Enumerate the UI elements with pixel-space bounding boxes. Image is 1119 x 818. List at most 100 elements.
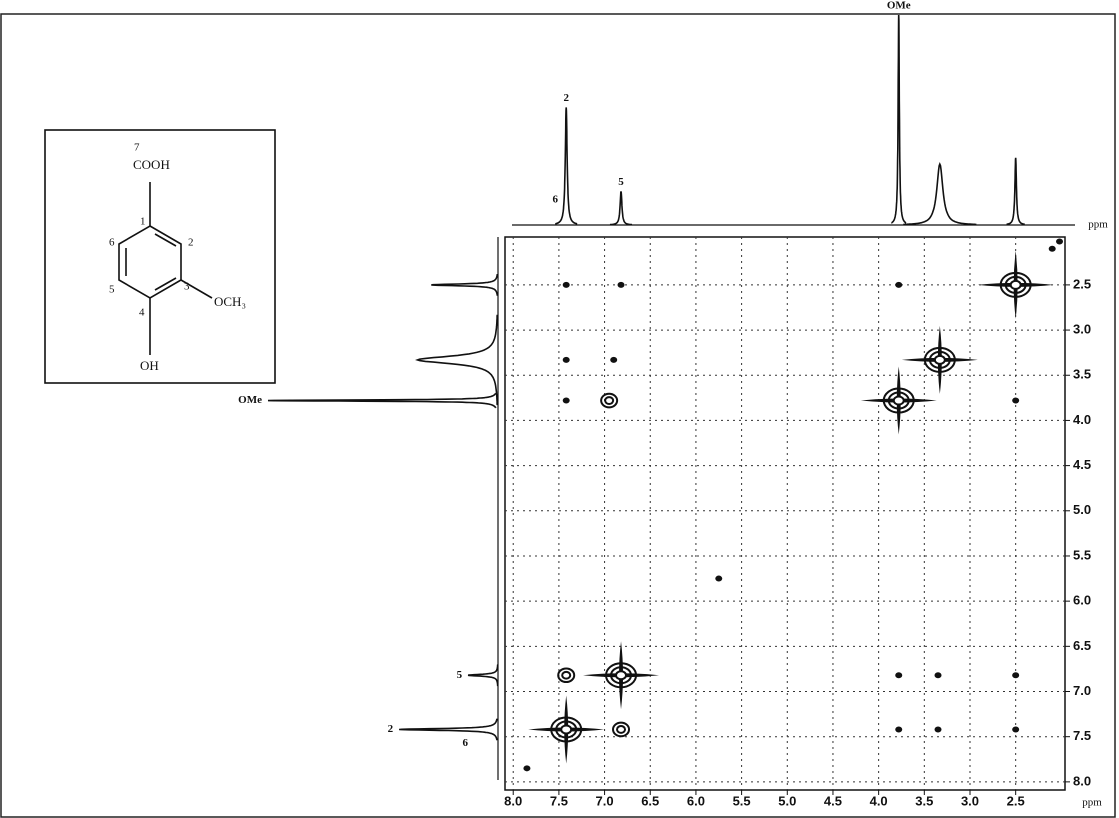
x-tick-label: 4.5 [824,793,842,808]
y-tick-label: 3.5 [1073,367,1091,382]
cross-peak [1048,245,1056,252]
y-tick-label: 4.5 [1073,457,1091,472]
contour [1004,275,1027,294]
cross-peak [1012,397,1020,404]
group-label: COOH [133,157,170,172]
contour [1012,672,1020,679]
plot: 8.0 7.5 7.0 6.5 6.0 5.5 5.0 4.5 4.0 3.5 3.0 2.5 ppm 2… [238,0,1108,809]
y-tick-label: 6.5 [1073,638,1091,653]
cross-arm [583,641,660,710]
top-axis-label: ppm [1088,219,1108,231]
contour [550,716,583,743]
cross-peak [562,356,570,363]
plot-frame [504,236,1066,791]
y-tick-label: 4.0 [1073,412,1091,427]
x-axis-label: ppm [1082,797,1102,809]
x-tick-label: 6.5 [641,793,659,808]
contour [562,356,570,363]
top-peak [1006,157,1025,226]
cross-peak [562,281,570,288]
benzene-ring [118,225,182,299]
bond [180,279,213,299]
cross-peak [523,765,531,772]
y-tick-label: 5.0 [1073,502,1091,517]
cross-peak [583,641,660,710]
cross-peak [557,667,576,684]
figure-border [0,13,1116,818]
cross-peak [1056,238,1064,245]
peak-label: 2 [388,723,394,735]
contour [892,395,905,406]
top-peak [555,107,578,225]
top-peak [903,161,977,226]
x-tick-label: 5.5 [733,793,751,808]
cross-peak [610,356,618,363]
atom-number: 2 [188,237,194,249]
atom-number: 3 [184,281,190,293]
cross-peak [617,281,625,288]
cross-arm [977,250,1054,319]
contour [560,724,573,735]
left-peak [415,314,498,406]
atom-number: 4 [139,307,145,319]
atom-number: 6 [109,237,115,249]
contour [934,726,942,733]
contour [555,720,578,739]
x-tick-label: 2.5 [1007,793,1025,808]
x-tick-label: 5.0 [778,793,796,808]
contour [928,350,951,369]
atom-number: 5 [109,284,115,296]
y-tick-label: 7.5 [1073,728,1091,743]
contour [557,667,576,684]
cross-peak [934,726,942,733]
y-tick-label: 7.0 [1073,683,1091,698]
atom-number: 7 [134,142,140,154]
contour [1048,245,1056,252]
cross-arm [528,695,605,764]
y-tick-label: 8.0 [1073,773,1091,788]
contour [933,354,946,365]
cross-peak [895,726,903,733]
contour [615,670,628,681]
cross-peak [528,695,605,764]
contour [1012,397,1020,404]
contour [1009,279,1022,290]
top-peak [609,191,633,226]
atom-number: 1 [140,216,146,228]
x-tick-label: 3.5 [915,793,933,808]
double-bond [154,233,177,247]
cross-peak [977,250,1054,319]
cross-peak [895,672,903,679]
structure [44,129,276,384]
structure-frame [44,129,276,384]
contour [887,391,910,410]
cross-peak [895,281,903,288]
cross-peak [1012,726,1020,733]
contour [600,392,619,409]
y-tick-label: 2.5 [1073,276,1091,291]
x-tick-label: 4.0 [870,793,888,808]
x-tick-label: 8.0 [504,793,522,808]
contour [523,765,531,772]
contour [895,672,903,679]
contour [610,666,633,685]
contour [617,281,625,288]
contour [562,281,570,288]
y-tick-label: 3.0 [1073,322,1091,337]
left-peak [267,392,497,409]
contour [999,271,1032,298]
x-tick-label: 6.0 [687,793,705,808]
x-tick-label: 7.5 [550,793,568,808]
peak-label: OMe [238,394,262,406]
contour [895,726,903,733]
contour [605,662,638,689]
y-tick-label: 6.0 [1073,593,1091,608]
x-tick-label: 3.0 [961,793,979,808]
contour [562,397,570,404]
x-tick-label: 7.0 [596,793,614,808]
contour [612,721,631,738]
y-tick-label: 5.5 [1073,547,1091,562]
peak-label: 6 [552,194,558,206]
group-label: OCH₃ [214,294,246,309]
